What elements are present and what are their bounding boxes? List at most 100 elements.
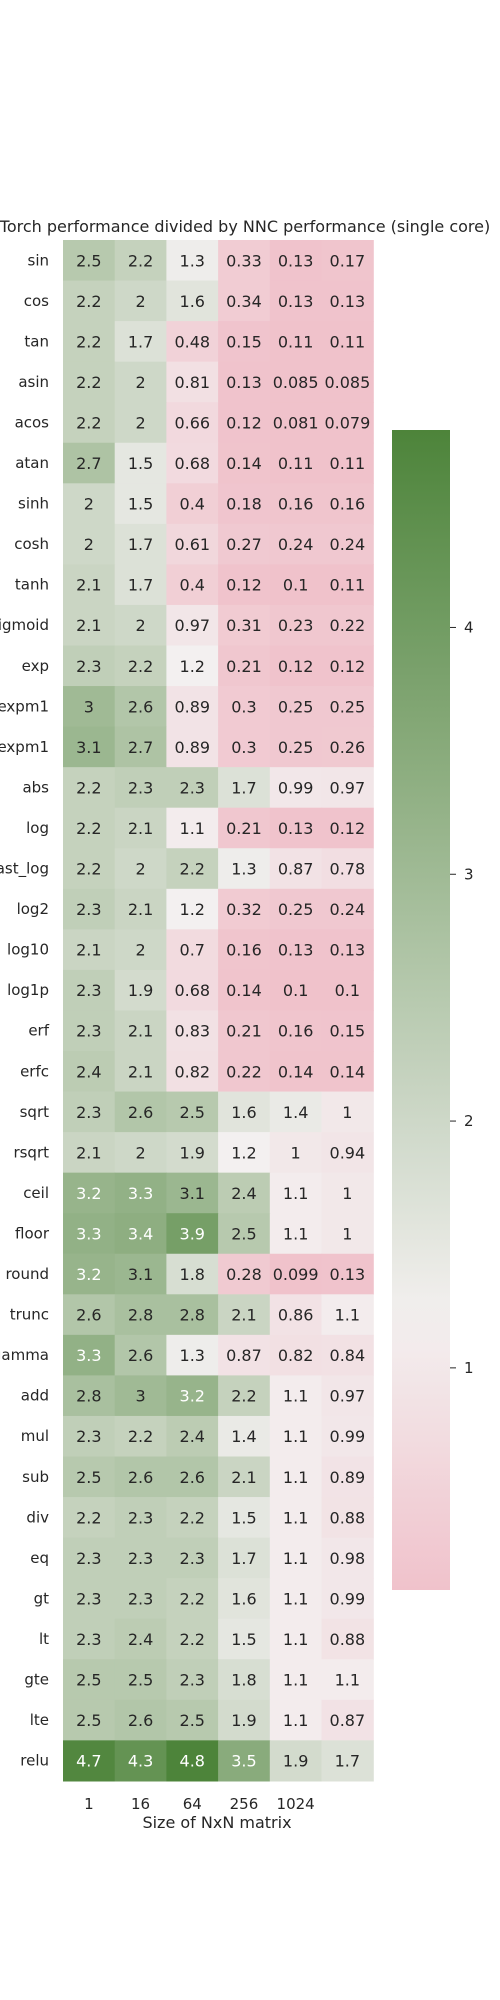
cell-value-label: 2.2 <box>76 860 101 879</box>
heatmap-cell <box>166 280 219 322</box>
cell-value-label: 0.88 <box>330 1508 366 1527</box>
heatmap-cell <box>321 402 374 444</box>
heatmap-cell <box>166 1375 219 1417</box>
cell-value-label: 0.98 <box>330 1549 366 1568</box>
heatmap-cell <box>321 1213 374 1255</box>
cell-value-label: 1.4 <box>283 1103 308 1122</box>
heatmap-cell <box>63 1253 116 1295</box>
y-tick-label: ceil <box>23 1184 49 1202</box>
heatmap-cell-labels: 2.5 2.2 1.3 0.33 0.13 0.172.2 2 1.6 0.34 0.13 0.13… <box>76 251 370 1770</box>
heatmap-cell <box>166 240 219 282</box>
heatmap-cell <box>114 1740 167 1782</box>
cell-value-label: 3 <box>84 697 94 716</box>
cell-value-label: 2.1 <box>76 1143 101 1162</box>
cell-value-label: 0.18 <box>226 495 262 514</box>
heatmap-cell <box>166 321 219 363</box>
heatmap-cell <box>269 402 323 444</box>
heatmap-cell <box>114 767 167 809</box>
y-tick-label: log <box>26 819 49 837</box>
heatmap-cell <box>63 1659 116 1701</box>
cell-value-label: 1.9 <box>128 981 153 1000</box>
heatmap-cell <box>166 767 219 809</box>
cell-value-label: 0.89 <box>330 1468 366 1487</box>
cell-value-label: 0.97 <box>330 778 366 797</box>
heatmap-cell <box>166 1618 219 1660</box>
heatmap-cell <box>166 1537 219 1579</box>
cell-value-label: 0.14 <box>278 1062 314 1081</box>
heatmap-cell <box>269 848 323 890</box>
cell-value-label: 2 <box>135 941 145 960</box>
cell-value-label: 0.079 <box>324 413 370 432</box>
cell-value-label: 2.2 <box>76 778 101 797</box>
cell-value-label: 0.89 <box>174 738 210 757</box>
heatmap-cell <box>321 1172 374 1214</box>
cell-value-label: 2.3 <box>76 1022 101 1041</box>
heatmap-cell <box>63 726 116 768</box>
cell-value-label: 0.86 <box>278 1306 314 1325</box>
heatmap-cell <box>114 848 167 890</box>
cell-value-label: 0.11 <box>278 332 314 351</box>
y-tick-label: expm1 <box>0 738 49 756</box>
heatmap-cell <box>321 1415 374 1458</box>
heatmap-cell <box>166 1132 219 1174</box>
heatmap-cell <box>63 1375 116 1417</box>
cell-value-label: 0.17 <box>330 251 366 270</box>
heatmap-cell <box>269 767 323 809</box>
heatmap-cell <box>218 1699 271 1741</box>
cell-value-label: 2.1 <box>76 616 101 635</box>
heatmap-cell <box>321 361 374 403</box>
cell-value-label: 0.7 <box>180 941 205 960</box>
cell-value-label: 0.16 <box>278 1022 314 1041</box>
heatmap-cell <box>63 1334 116 1376</box>
heatmap-cell <box>63 929 116 971</box>
heatmap-cell <box>63 1699 116 1741</box>
cell-value-label: 2.1 <box>128 1062 153 1081</box>
heatmap-cell <box>269 1213 323 1255</box>
cell-value-label: 0.15 <box>330 1022 366 1041</box>
colorbar-tick-label: 3 <box>464 865 474 883</box>
heatmap-cell <box>269 564 323 606</box>
cell-value-label: 2.2 <box>76 373 101 392</box>
heatmap-cell <box>114 361 167 403</box>
cell-value-label: 2 <box>84 535 94 554</box>
cell-value-label: 1.7 <box>231 1549 256 1568</box>
x-tick-label: 1 <box>84 1795 94 1813</box>
heatmap-cell <box>269 1172 323 1214</box>
cell-value-label: 0.21 <box>226 819 262 838</box>
heatmap-cell <box>114 686 167 728</box>
cell-value-label: 1.2 <box>231 1143 256 1162</box>
cell-value-label: 2.5 <box>76 1468 101 1487</box>
cell-value-label: 1.5 <box>128 454 153 473</box>
heatmap-cell <box>269 442 323 484</box>
heatmap-cell <box>269 929 323 971</box>
cell-value-label: 2.5 <box>128 1671 153 1690</box>
cell-value-label: 0.13 <box>330 941 366 960</box>
cell-value-label: 1 <box>342 1103 352 1122</box>
cell-value-label: 1.1 <box>335 1671 360 1690</box>
heatmap-cell <box>114 1213 167 1255</box>
cell-value-label: 2.2 <box>76 413 101 432</box>
heatmap-cell <box>321 1334 374 1376</box>
cell-value-label: 0.84 <box>330 1346 366 1365</box>
heatmap-cell <box>218 1091 271 1133</box>
cell-value-label: 1.1 <box>283 1671 308 1690</box>
heatmap-cell <box>114 240 167 282</box>
heatmap-cell <box>218 888 271 930</box>
heatmap-cell <box>114 726 167 768</box>
heatmap-cell <box>321 1618 374 1660</box>
cell-value-label: 2.2 <box>76 332 101 351</box>
heatmap-cell <box>166 1294 219 1336</box>
heatmap-cell <box>218 1497 271 1539</box>
cell-value-label: 2.2 <box>180 860 205 879</box>
cell-value-label: 2.1 <box>76 941 101 960</box>
y-tick-label: sin <box>28 251 50 269</box>
cell-value-label: 1.7 <box>231 778 256 797</box>
heatmap-cell <box>321 564 374 606</box>
heatmap-cell <box>218 929 271 971</box>
heatmap-cell <box>63 888 116 930</box>
heatmap-cell <box>218 604 271 647</box>
cell-value-label: 2.6 <box>76 1306 101 1325</box>
cell-value-label: 2.3 <box>76 657 101 676</box>
cell-value-label: 0.12 <box>226 576 262 595</box>
heatmap-cell <box>269 280 323 322</box>
